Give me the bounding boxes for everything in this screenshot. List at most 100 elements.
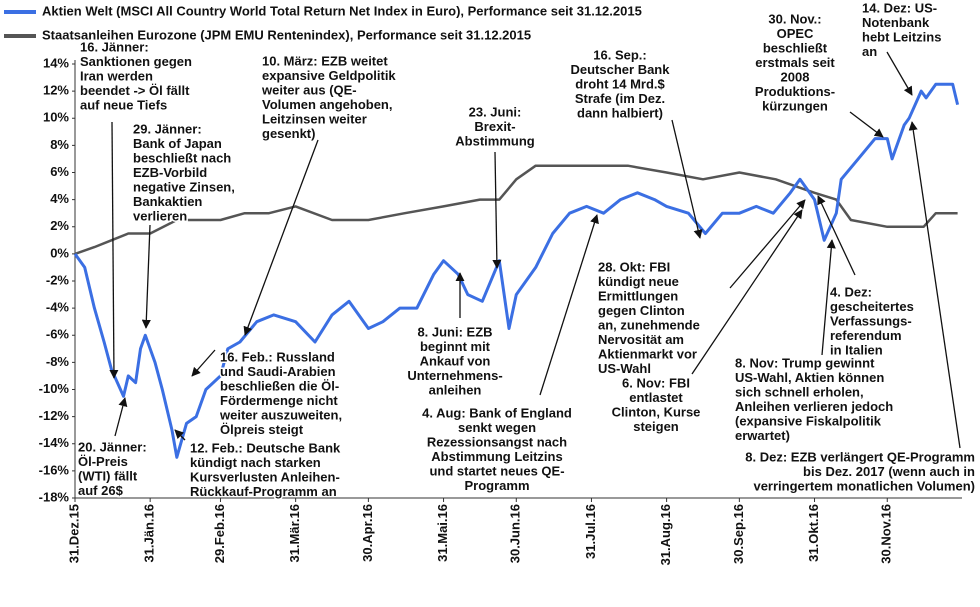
- annotation: Bank of Japan: [133, 136, 222, 151]
- y-tick-label: 0%: [50, 245, 69, 260]
- series-line: [74, 164, 958, 256]
- annotation: Aktienmarkt vor: [598, 346, 697, 361]
- y-tick-label: 12%: [43, 83, 69, 98]
- annotation: (expansive Fiskalpolitik: [735, 413, 882, 428]
- arrow: [908, 121, 961, 449]
- annotation: Programm: [464, 478, 529, 493]
- annotation: Sanktionen gegen: [80, 54, 192, 69]
- annotation: steigen: [633, 419, 679, 434]
- arrow: [243, 139, 319, 336]
- annotation: gescheitertes: [830, 299, 914, 314]
- arrow: [729, 199, 806, 289]
- x-tick-label: 31.Mai.16: [435, 504, 450, 562]
- annotation: 6. Nov: FBI: [622, 375, 690, 390]
- annotation: Brexit-: [474, 119, 515, 134]
- y-tick-label: -2%: [46, 272, 70, 287]
- legend-label: Aktien Welt (MSCI All Country World Tota…: [42, 3, 642, 18]
- annotation: 16. Sep.:: [593, 47, 646, 62]
- annotation: auf 26$: [78, 483, 124, 498]
- y-tick-label: 2%: [50, 218, 69, 233]
- annotation: Produktions-: [755, 84, 835, 99]
- annotation: und startet neues QE-: [429, 463, 564, 478]
- annotation: referendum: [830, 328, 902, 343]
- annotation: 20. Jänner:: [78, 439, 147, 454]
- annotation: EZB-Vorbild: [133, 165, 207, 180]
- arrow: [174, 429, 186, 441]
- annotation: beschließen die Öl-: [220, 378, 339, 393]
- arrow: [821, 239, 836, 356]
- annotation: Abstimmung Leitzins: [431, 449, 562, 464]
- annotation: bis Dez. 2017 (wenn auch in: [803, 464, 975, 479]
- annotation: in Italien: [830, 342, 883, 357]
- annotation: an, zunehmende: [598, 317, 700, 332]
- annotation: gegen Clinton: [598, 303, 685, 318]
- x-tick-label: 31.Jän.16: [142, 504, 157, 563]
- x-tick-label: 30.Sep.16: [731, 504, 746, 564]
- y-tick-label: -18%: [39, 489, 70, 504]
- annotation: Ermittlungen: [598, 288, 678, 303]
- y-tick-label: -10%: [39, 381, 70, 396]
- annotation: Rückkauf-Programm an: [190, 484, 337, 499]
- annotation: weiter aus (QE-: [261, 82, 357, 97]
- annotation: und Saudi-Arabien: [220, 364, 336, 379]
- annotation: (WTI) fällt: [78, 468, 138, 483]
- y-tick-label: 10%: [43, 110, 69, 125]
- y-tick-label: 8%: [50, 137, 69, 152]
- annotation: Rezessionsangst nach: [427, 434, 567, 449]
- y-tick-label: -12%: [39, 408, 70, 423]
- arrow: [886, 51, 913, 96]
- annotation: Kursverlusten Anleihen-: [190, 469, 340, 484]
- annotation: auf neue Tiefs: [80, 97, 167, 112]
- annotation: US-Wahl: [598, 361, 651, 376]
- arrow: [109, 121, 119, 379]
- x-tick-label: 30.Apr.16: [360, 504, 375, 562]
- annotation: dann halbiert): [577, 105, 663, 120]
- annotation: erstmals seit: [755, 55, 835, 70]
- annotation: 16. Feb.: Russland: [220, 349, 335, 364]
- arrow: [691, 209, 803, 375]
- annotation: entlastet: [629, 390, 683, 405]
- annotation: OPEC: [777, 26, 814, 41]
- arrow: [191, 349, 216, 377]
- annotation: Leitzinsen weiter: [262, 111, 367, 126]
- annotation: 16. Jänner:: [80, 39, 149, 54]
- arrow: [114, 397, 128, 437]
- annotation: Abstimmung: [455, 133, 535, 148]
- annotation: Öl-Preis: [78, 454, 128, 469]
- annotation: Ankauf von: [420, 353, 491, 368]
- x-tick-label: 31.Jul.16: [583, 504, 598, 559]
- x-tick-label: 31.Mär.16: [287, 504, 302, 563]
- annotation: 29. Jänner:: [133, 121, 202, 136]
- annotation: 4. Aug: Bank of England: [422, 405, 572, 420]
- y-tick-label: 14%: [43, 55, 69, 70]
- annotation: hebt Leitzins: [862, 29, 941, 44]
- annotation: US-Wahl, Aktien können: [735, 370, 884, 385]
- annotation: Strafe (im Dez.: [575, 91, 665, 106]
- annotation: Verfassungs-: [830, 313, 912, 328]
- annotation: Anleihen verlieren jedoch: [735, 399, 893, 414]
- annotation: kündigt nach starken: [190, 455, 321, 470]
- annotation: Iran werden: [80, 68, 153, 83]
- annotation: beendet -> Öl fällt: [80, 83, 190, 98]
- arrow: [492, 151, 502, 269]
- annotation: beschließt: [763, 40, 828, 55]
- annotation: 4. Dez:: [830, 284, 872, 299]
- y-tick-label: -6%: [46, 327, 70, 342]
- arrow: [671, 119, 703, 239]
- legend-label: Staatsanleihen Eurozone (JPM EMU Renteni…: [42, 27, 531, 42]
- annotation: Unternehmens-: [407, 368, 502, 383]
- annotation: Notenbank: [862, 15, 930, 30]
- annotation: 30. Nov.:: [768, 11, 821, 26]
- arrow: [141, 224, 151, 329]
- annotation: Ölpreis steigt: [220, 422, 304, 437]
- annotation: anleihen: [429, 382, 482, 397]
- x-tick-label: 30.Nov.16: [879, 504, 894, 564]
- y-tick-label: -14%: [39, 435, 70, 450]
- y-tick-label: 4%: [50, 191, 69, 206]
- arrow: [849, 111, 884, 138]
- annotation: verlieren: [133, 208, 187, 223]
- annotation: negative Zinsen,: [133, 179, 235, 194]
- annotation: weiter auszuweiten,: [219, 407, 342, 422]
- annotation: gesenkt): [262, 126, 315, 141]
